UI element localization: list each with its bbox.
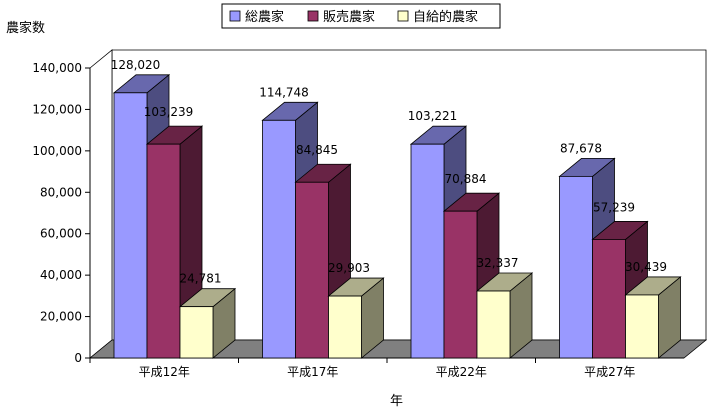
legend-swatch (229, 10, 241, 22)
side-wall (89, 49, 113, 359)
axes: 0 20,000 40,000 60,000 80,000 100,000 120,000 1… (32, 61, 684, 379)
y-tick-label: 80,000 (40, 185, 82, 199)
y-tick-label: 0 (74, 351, 82, 365)
bar-front (592, 239, 626, 359)
y-tick-label: 60,000 (40, 227, 82, 241)
legend-swatch (307, 10, 319, 22)
legend-swatch (397, 10, 409, 22)
bar-front (146, 143, 181, 359)
x-tick-label: 平成12年 (139, 365, 190, 379)
bar-front (113, 92, 148, 359)
data-label: 128,020 (111, 58, 161, 72)
legend-box (221, 3, 501, 29)
bars (112, 73, 682, 359)
bar-front (559, 175, 593, 359)
y-tick-label: 40,000 (40, 268, 82, 282)
data-label: 70,884 (445, 172, 487, 186)
bar-front (625, 294, 659, 359)
x-tick-label: 平成22年 (436, 365, 487, 379)
bar (475, 272, 534, 359)
bar (327, 277, 385, 359)
data-label: 87,678 (560, 141, 602, 155)
data-label: 32,337 (477, 256, 519, 270)
bar-front (476, 290, 511, 359)
data-label: 57,239 (593, 200, 635, 214)
x-tick-label: 平成27年 (584, 365, 635, 379)
bar-front (179, 306, 214, 359)
bar-front (262, 119, 296, 359)
legend-label: 販売農家 (323, 9, 375, 25)
bar (178, 287, 237, 359)
y-tick-label: 100,000 (32, 144, 82, 158)
y-axis-title: 農家数 (6, 20, 45, 36)
y-tick-label: 20,000 (40, 310, 82, 324)
data-label: 29,903 (328, 261, 370, 275)
data-label: 114,748 (259, 85, 309, 99)
bar (624, 276, 682, 359)
bar-front (410, 143, 445, 359)
y-tick-label: 120,000 (32, 102, 82, 116)
data-label: 84,845 (296, 143, 338, 157)
data-labels: 128,020 103,239 24,781 114,748 84,845 29,903 1… (111, 58, 667, 286)
data-label: 24,781 (180, 272, 222, 286)
legend-label: 自給的農家 (413, 9, 478, 25)
bar-front (295, 181, 329, 359)
legend-label: 総農家 (245, 9, 284, 25)
legend: 総農家 販売農家 自給的農家 (221, 3, 501, 29)
y-tick-label: 140,000 (32, 61, 82, 75)
x-axis-title: 年 (390, 394, 403, 409)
data-label: 30,439 (625, 260, 667, 274)
bar-front (443, 210, 478, 359)
bar-front (328, 295, 362, 359)
data-label: 103,221 (408, 109, 458, 123)
x-tick-label: 平成17年 (287, 365, 338, 379)
data-label: 103,239 (144, 105, 194, 119)
